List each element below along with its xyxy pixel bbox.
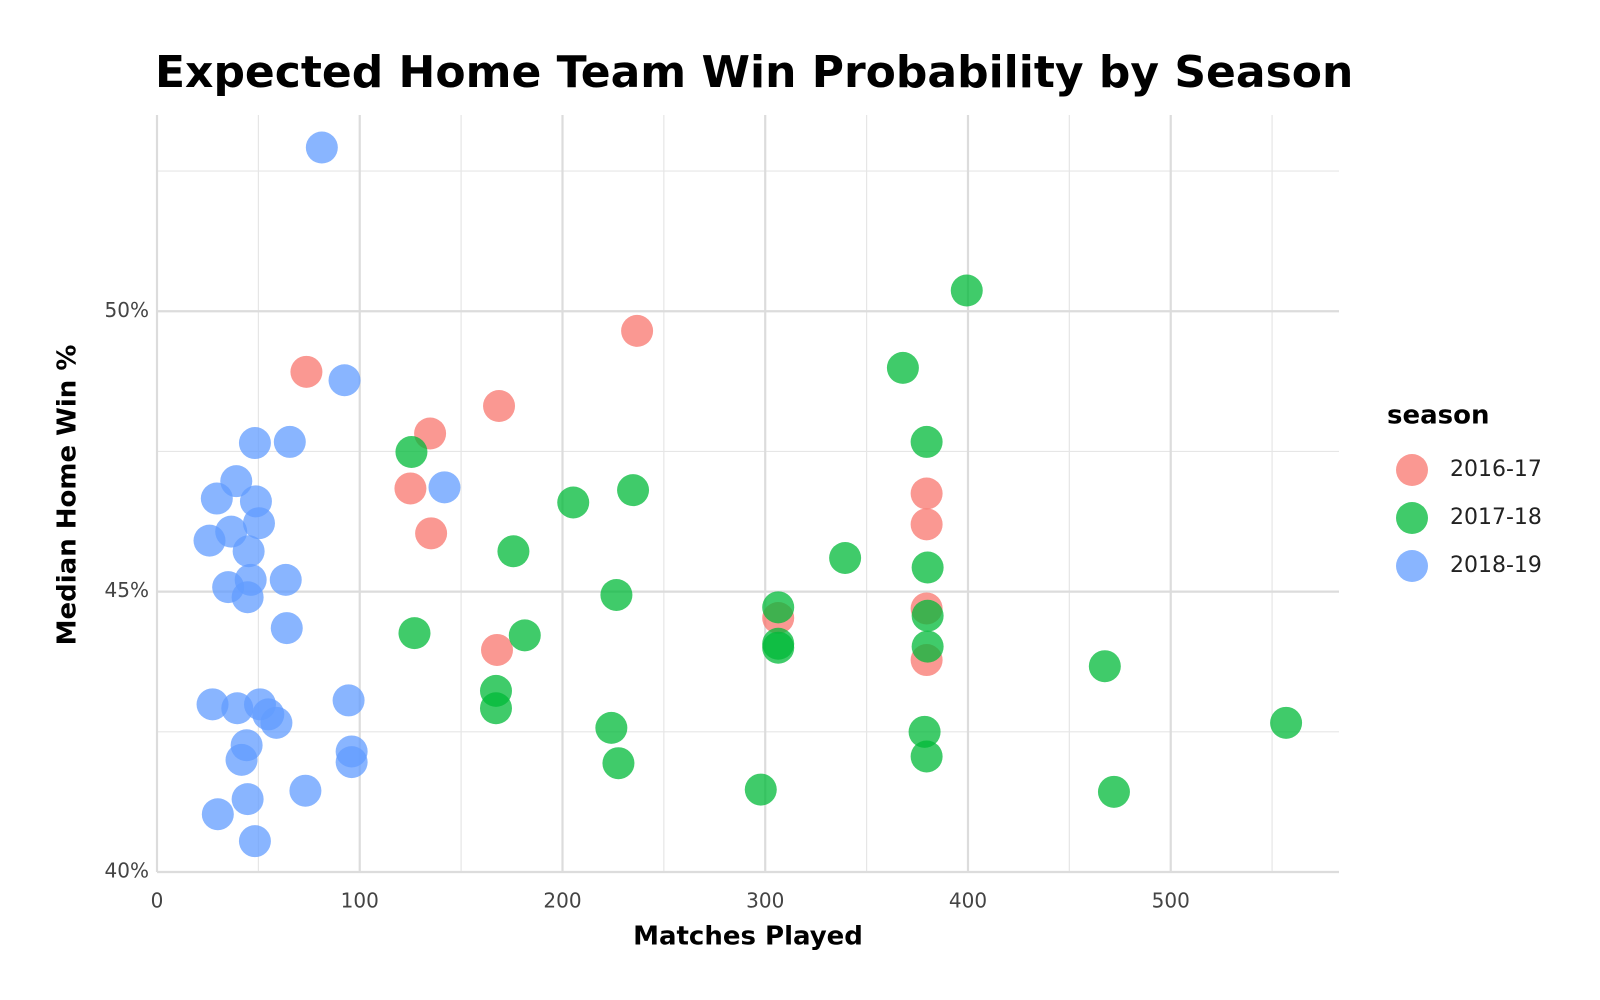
point [911, 599, 944, 632]
point [289, 774, 322, 807]
point [200, 482, 233, 515]
point [1088, 650, 1121, 683]
x-tick-label: 400 [949, 889, 987, 913]
point [602, 747, 635, 780]
point [910, 508, 943, 541]
point [911, 630, 944, 663]
y-tick-label: 50% [105, 298, 149, 322]
point [428, 471, 461, 504]
point [201, 798, 234, 831]
point [829, 541, 862, 574]
point [910, 477, 943, 510]
x-tick-label: 0 [151, 889, 164, 913]
point [328, 364, 361, 397]
point [908, 715, 941, 748]
point [762, 631, 795, 664]
point [557, 486, 590, 519]
point [273, 425, 306, 458]
point [762, 591, 795, 624]
point [305, 131, 338, 164]
point [394, 472, 427, 505]
x-axis-label: Matches Played [633, 922, 863, 952]
x-tick-label: 500 [1152, 889, 1190, 913]
legend-label: 2016-17 [1450, 457, 1542, 482]
point [479, 692, 512, 725]
point [910, 740, 943, 773]
x-tick-label: 200 [543, 889, 581, 913]
legend-title: season [1387, 401, 1490, 431]
point [225, 743, 258, 776]
point [196, 688, 229, 721]
point [621, 314, 654, 347]
point [260, 706, 293, 739]
point [335, 746, 368, 779]
legend-marker [1396, 502, 1428, 534]
point [483, 390, 516, 423]
y-axis-label: Median Home Win % [53, 345, 83, 646]
x-tick-label: 300 [746, 889, 784, 913]
point [911, 551, 944, 584]
y-tick-label: 40% [105, 859, 149, 883]
point [398, 617, 431, 650]
legend-label: 2018-19 [1450, 553, 1542, 578]
point [231, 783, 264, 816]
point [270, 612, 303, 645]
point [497, 535, 530, 568]
chart-title: Expected Home Team Win Probability by Se… [155, 47, 1353, 98]
point [238, 825, 271, 858]
point [242, 507, 275, 540]
point [1097, 775, 1130, 808]
point [910, 425, 943, 458]
point [1270, 706, 1303, 739]
point [600, 578, 633, 611]
legend-marker [1396, 550, 1428, 582]
legend-marker [1396, 454, 1428, 486]
point [595, 711, 628, 744]
point [950, 274, 983, 307]
point [332, 684, 365, 717]
point [744, 773, 777, 806]
legend-label: 2017-18 [1450, 505, 1542, 530]
point [193, 524, 226, 557]
point [290, 355, 323, 388]
point [238, 427, 271, 460]
point [395, 436, 428, 469]
point [415, 517, 448, 550]
point [481, 633, 514, 666]
x-tick-label: 100 [341, 889, 379, 913]
point [232, 535, 265, 568]
point [886, 351, 919, 384]
y-tick-label: 45% [105, 578, 149, 602]
point [269, 563, 302, 596]
point [508, 619, 541, 652]
point [231, 581, 264, 614]
point [617, 474, 650, 507]
